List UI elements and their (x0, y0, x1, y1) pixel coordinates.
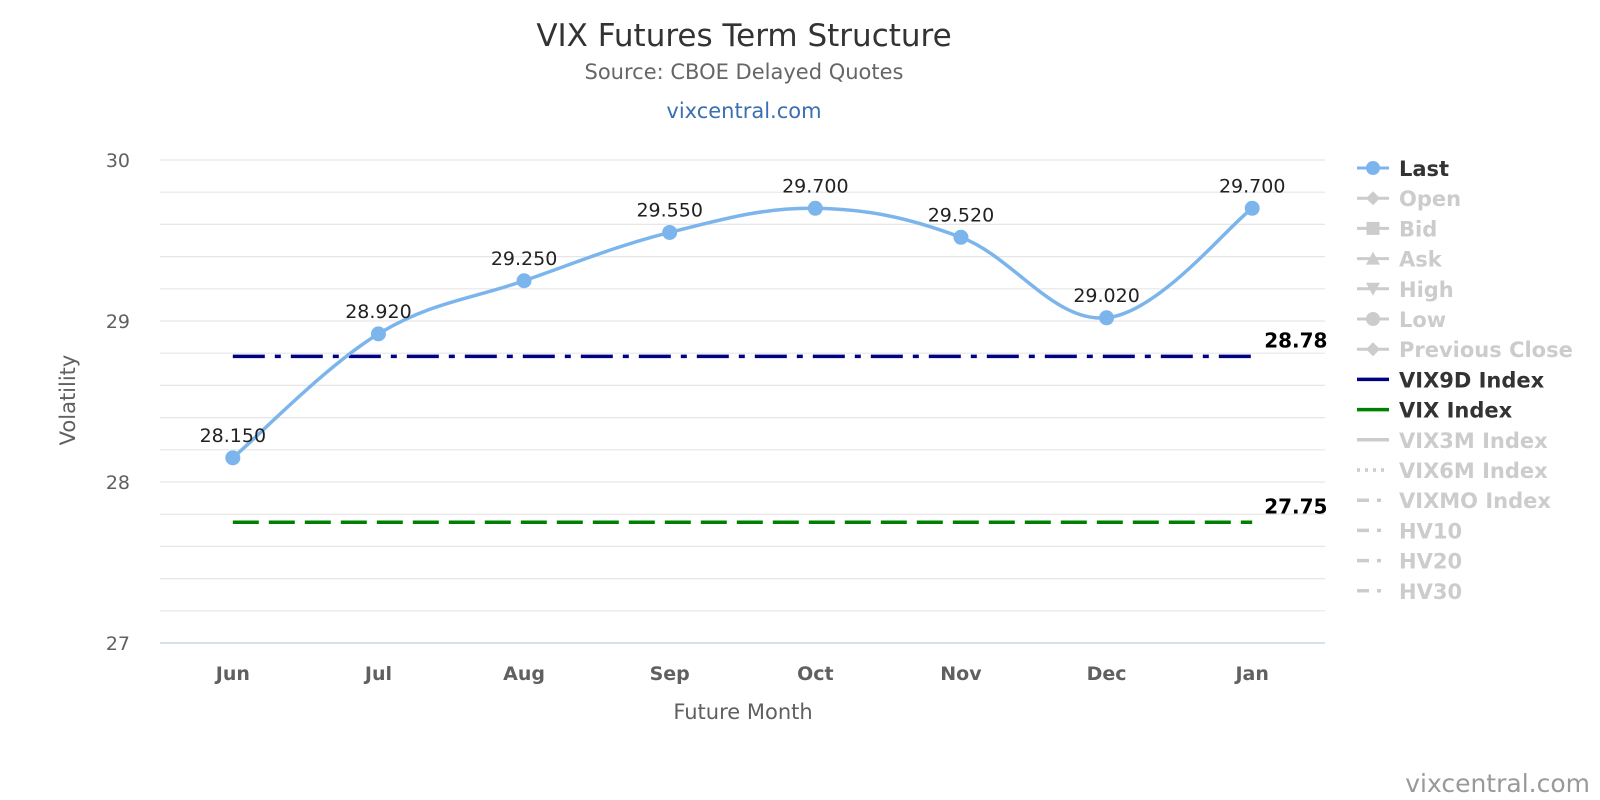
legend-label: Low (1399, 308, 1446, 332)
x-tick-label: Jul (363, 663, 392, 685)
reference-line-label: 27.75 (1264, 494, 1327, 518)
legend-label: Previous Close (1399, 338, 1573, 362)
legend-symbol (1366, 191, 1380, 206)
x-tick-label: Dec (1087, 663, 1127, 685)
data-label: 29.700 (782, 175, 848, 197)
y-tick-label: 29 (106, 311, 130, 333)
legend-item[interactable]: HV10 (1357, 519, 1462, 543)
legend-item[interactable]: Previous Close (1357, 338, 1573, 362)
legend-label: Ask (1399, 248, 1443, 272)
legend-item[interactable]: Last (1357, 157, 1449, 181)
data-point[interactable] (1099, 310, 1115, 326)
legend-item[interactable]: VIX9D Index (1357, 368, 1545, 392)
reference-lines: 28.78 27.75 (232, 328, 1327, 524)
legend-symbol (1366, 342, 1380, 357)
legend-item[interactable]: Bid (1357, 217, 1437, 241)
y-tick-label: 28 (106, 472, 130, 494)
grid-lines (160, 159, 1325, 644)
legend-item[interactable]: Open (1357, 187, 1461, 211)
legend-item[interactable]: VIX Index (1357, 399, 1513, 423)
x-tick-label: Nov (940, 663, 982, 685)
data-point[interactable] (225, 450, 241, 466)
legend-symbol (1366, 221, 1380, 235)
y-tick-label: 30 (106, 150, 130, 172)
legend-item[interactable]: Low (1357, 308, 1446, 332)
legend-symbol (1366, 251, 1380, 265)
data-label: 28.150 (200, 425, 266, 447)
legend-label: VIX Index (1399, 399, 1513, 423)
legend-label: Last (1399, 157, 1449, 181)
data-point[interactable] (1244, 200, 1260, 216)
data-label: 29.550 (636, 199, 702, 221)
series-last: 28.150 28.920 29.250 29.550 29.700 29.520 29.0… (200, 175, 1285, 466)
legend-label: HV30 (1399, 580, 1462, 604)
legend-label: Bid (1399, 217, 1437, 241)
y-axis-title: Volatility (56, 355, 80, 446)
x-tick-label: Jun (214, 663, 250, 685)
legend-item[interactable]: High (1357, 278, 1454, 302)
data-point[interactable] (807, 200, 823, 216)
legend-label: Open (1399, 187, 1461, 211)
legend-label: VIX3M Index (1399, 429, 1548, 453)
legend-label: VIX9D Index (1399, 368, 1545, 392)
data-point[interactable] (370, 326, 386, 342)
site-link[interactable]: vixcentral.com (666, 99, 821, 123)
legend-item[interactable]: VIXMO Index (1357, 489, 1551, 513)
legend: Last Open Bid Ask High Low Previous Close VIX9D… (1357, 157, 1573, 604)
legend-item[interactable]: VIX6M Index (1357, 459, 1548, 483)
data-point[interactable] (953, 229, 969, 245)
legend-item[interactable]: HV20 (1357, 550, 1462, 574)
x-axis-ticks: Jun Jul Aug Sep Oct Nov Dec Jan (214, 663, 1269, 685)
x-tick-label: Oct (797, 663, 834, 685)
x-axis-title: Future Month (673, 700, 812, 724)
x-tick-label: Aug (503, 663, 545, 685)
y-axis-ticks: 27 28 29 30 (106, 150, 130, 655)
data-label: 29.250 (491, 248, 557, 270)
reference-line-label: 28.78 (1264, 328, 1327, 352)
data-label: 29.520 (928, 204, 994, 226)
y-tick-label: 27 (106, 633, 130, 655)
data-label: 29.700 (1219, 175, 1285, 197)
data-point[interactable] (662, 224, 678, 240)
legend-symbol (1366, 282, 1380, 296)
legend-symbol (1366, 161, 1380, 175)
credit-link[interactable]: vixcentral.com (1405, 769, 1590, 798)
legend-label: VIX6M Index (1399, 459, 1548, 483)
legend-item[interactable]: HV30 (1357, 580, 1462, 604)
legend-item[interactable]: VIX3M Index (1357, 429, 1548, 453)
legend-item[interactable]: Ask (1357, 248, 1443, 272)
x-tick-label: Jan (1233, 663, 1268, 685)
x-tick-label: Sep (650, 663, 690, 685)
data-label: 28.920 (345, 301, 411, 323)
data-label: 29.020 (1073, 285, 1139, 307)
legend-label: HV20 (1399, 550, 1462, 574)
legend-symbol (1366, 312, 1380, 326)
series-line (231, 206, 1254, 460)
legend-label: VIXMO Index (1399, 489, 1551, 513)
chart-title: VIX Futures Term Structure (536, 18, 951, 54)
legend-label: HV10 (1399, 519, 1462, 543)
data-point[interactable] (516, 273, 532, 289)
chart-subtitle: Source: CBOE Delayed Quotes (585, 60, 904, 84)
legend-label: High (1399, 278, 1454, 302)
